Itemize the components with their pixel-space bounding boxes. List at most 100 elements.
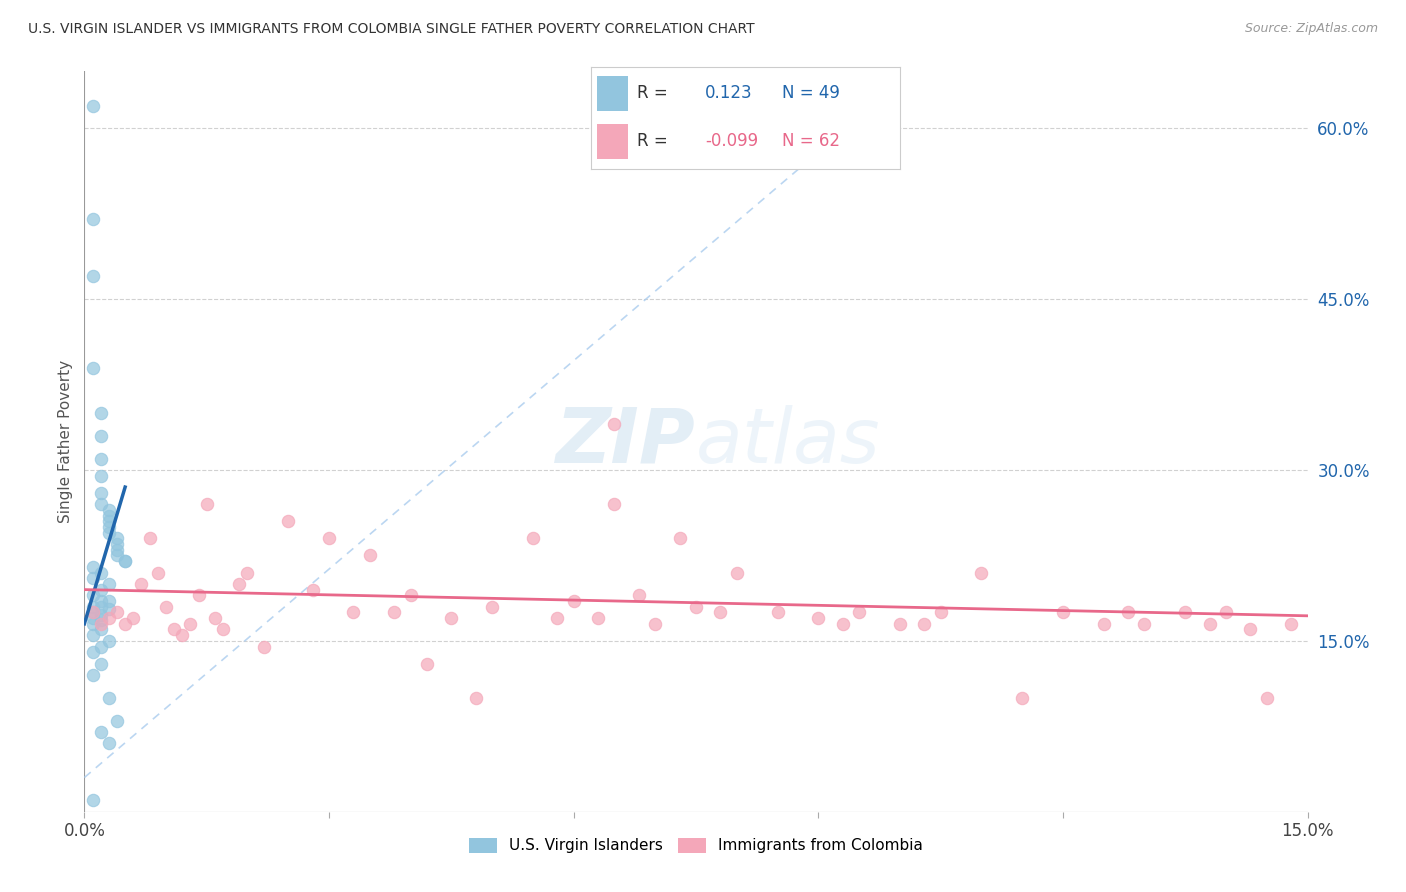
Point [97,611,120,625]
Point [1052,606,1074,620]
Point [114,616,136,631]
Point [627,588,650,602]
Point [481,599,503,614]
Point [90,406,112,420]
Point [970,566,993,580]
Text: ZIP: ZIP [557,405,696,478]
Point [82,98,104,112]
Point [90,657,112,671]
Point [97,520,120,534]
Point [82,606,104,620]
Point [82,616,104,631]
Point [416,657,439,671]
Point [97,577,120,591]
Point [685,599,707,614]
Point [97,736,120,750]
Point [301,582,323,597]
Point [105,606,128,620]
Point [889,616,911,631]
Point [82,645,104,659]
Point [90,613,112,627]
Point [1174,606,1197,620]
Point [90,623,112,637]
Point [179,616,201,631]
Point [97,690,120,705]
Point [90,468,112,483]
Point [522,532,544,546]
Point [155,599,177,614]
Legend: U.S. Virgin Islanders, Immigrants from Colombia: U.S. Virgin Islanders, Immigrants from C… [463,831,929,860]
Point [603,497,626,511]
Point [562,594,585,608]
Point [105,549,128,563]
Text: atlas: atlas [696,405,880,478]
Point [97,633,120,648]
Point [82,269,104,284]
Point [172,628,194,642]
Point [105,542,128,557]
Point [546,611,568,625]
Text: Source: ZipAtlas.com: Source: ZipAtlas.com [1244,22,1378,36]
Point [912,616,935,631]
Point [82,628,104,642]
Point [90,566,112,580]
Point [187,588,209,602]
Point [766,606,789,620]
Y-axis label: Single Father Poverty: Single Father Poverty [58,360,73,523]
Point [90,725,112,739]
Point [105,714,128,728]
Point [82,571,104,585]
Point [90,599,112,614]
Point [114,554,136,568]
Bar [596,76,627,111]
Point [204,611,226,625]
Point [97,594,120,608]
Point [82,599,104,614]
Point [1215,606,1237,620]
Point [1011,690,1033,705]
Point [90,485,112,500]
Point [1279,616,1302,631]
Point [90,497,112,511]
Text: N = 62: N = 62 [782,132,841,150]
Point [97,602,120,616]
Point [90,451,112,466]
Text: -0.099: -0.099 [704,132,758,150]
Point [146,566,169,580]
Point [90,429,112,443]
Point [97,525,120,540]
Point [382,606,405,620]
Point [82,588,104,602]
Point [122,611,145,625]
Point [399,588,422,602]
Point [82,212,104,227]
Point [1092,616,1115,631]
Point [105,537,128,551]
Text: R =: R = [637,84,668,102]
Point [253,640,276,654]
Point [90,607,112,622]
Point [90,582,112,597]
Point [90,640,112,654]
Point [90,616,112,631]
Point [82,559,104,574]
Point [440,611,463,625]
Point [114,554,136,568]
Point [1256,690,1278,705]
Point [668,532,690,546]
Point [807,611,830,625]
Point [82,668,104,682]
Point [97,514,120,528]
Point [1133,616,1156,631]
Point [464,690,486,705]
Text: R =: R = [637,132,668,150]
Point [831,616,853,631]
Point [1239,623,1261,637]
Point [277,514,299,528]
Point [848,606,870,620]
Text: 0.123: 0.123 [704,84,752,102]
Point [586,611,609,625]
Point [82,793,104,807]
Point [82,360,104,375]
Point [228,577,250,591]
